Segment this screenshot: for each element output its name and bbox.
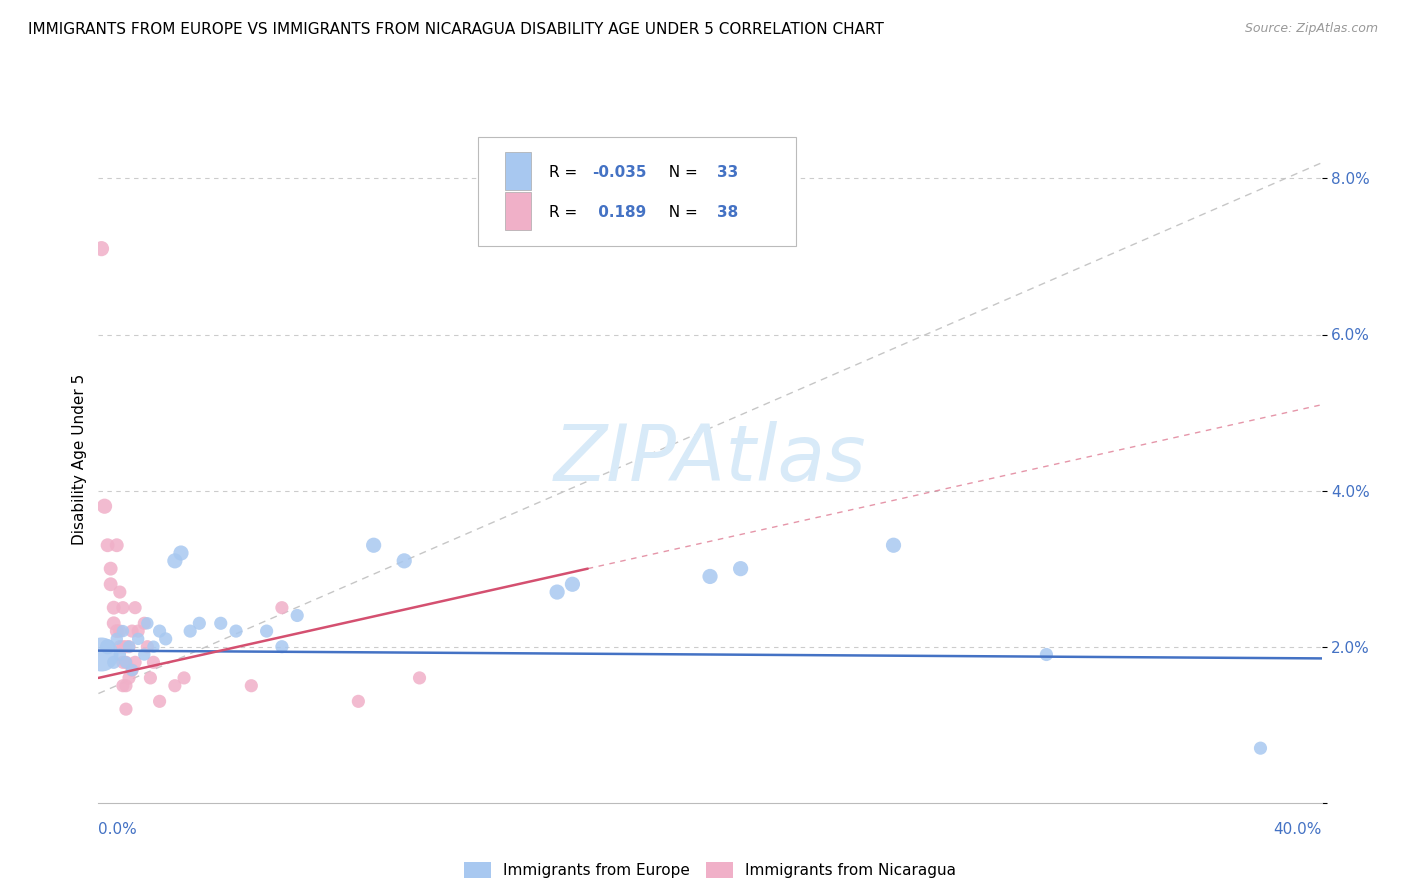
Point: [392, 554, 416, 568]
Point: [1035, 648, 1057, 662]
Point: [103, 600, 125, 615]
Point: [90, 242, 112, 256]
Point: [142, 640, 165, 654]
Point: [546, 585, 568, 599]
Point: [883, 538, 905, 552]
Point: [108, 624, 131, 639]
Text: R =: R =: [548, 166, 582, 180]
Point: [103, 655, 125, 669]
Text: 40.0%: 40.0%: [1274, 822, 1322, 837]
Point: [142, 655, 165, 669]
Point: [170, 546, 193, 560]
Text: IMMIGRANTS FROM EUROPE VS IMMIGRANTS FROM NICARAGUA DISABILITY AGE UNDER 5 CORRE: IMMIGRANTS FROM EUROPE VS IMMIGRANTS FRO…: [28, 22, 884, 37]
Text: ZIPAtlas: ZIPAtlas: [554, 421, 866, 498]
Point: [97, 640, 120, 654]
Point: [111, 679, 134, 693]
Point: [108, 648, 131, 662]
Point: [225, 624, 247, 639]
Point: [108, 585, 131, 599]
Point: [115, 679, 138, 693]
Point: [699, 569, 721, 583]
Bar: [505, 192, 531, 230]
Point: [90, 648, 112, 662]
Point: [105, 624, 128, 639]
Point: [173, 671, 195, 685]
FancyBboxPatch shape: [478, 136, 796, 246]
Point: [188, 616, 211, 631]
Point: [285, 608, 308, 623]
Point: [115, 655, 138, 669]
Point: [149, 624, 172, 639]
Point: [108, 640, 131, 654]
Point: [179, 624, 201, 639]
Text: Source: ZipAtlas.com: Source: ZipAtlas.com: [1244, 22, 1378, 36]
Point: [136, 616, 159, 631]
Point: [155, 632, 177, 646]
Point: [136, 640, 159, 654]
Point: [100, 562, 122, 576]
Point: [209, 616, 232, 631]
Point: [124, 655, 146, 669]
Point: [124, 600, 146, 615]
Point: [163, 554, 186, 568]
Point: [363, 538, 385, 552]
Point: [240, 679, 263, 693]
Text: 33: 33: [717, 166, 738, 180]
Point: [115, 702, 138, 716]
Text: R =: R =: [548, 204, 582, 219]
Point: [134, 616, 156, 631]
Point: [561, 577, 583, 591]
Point: [105, 632, 128, 646]
Legend: Immigrants from Europe, Immigrants from Nicaragua: Immigrants from Europe, Immigrants from …: [457, 856, 963, 885]
Point: [121, 663, 143, 677]
Y-axis label: Disability Age Under 5: Disability Age Under 5: [72, 374, 87, 545]
Point: [100, 577, 122, 591]
Point: [111, 640, 134, 654]
Bar: [505, 153, 531, 190]
Point: [127, 624, 149, 639]
Point: [103, 616, 125, 631]
Point: [93, 500, 115, 514]
Point: [730, 562, 752, 576]
Point: [118, 671, 141, 685]
Point: [270, 640, 292, 654]
Text: 0.189: 0.189: [592, 204, 645, 219]
Point: [111, 624, 134, 639]
Text: -0.035: -0.035: [592, 166, 647, 180]
Point: [1249, 741, 1271, 756]
Point: [270, 600, 292, 615]
Point: [118, 640, 141, 654]
Point: [408, 671, 430, 685]
Point: [347, 694, 370, 708]
Text: N =: N =: [658, 166, 702, 180]
Point: [149, 694, 172, 708]
Point: [127, 632, 149, 646]
Text: 0.0%: 0.0%: [98, 822, 138, 837]
Point: [111, 655, 134, 669]
Point: [121, 663, 143, 677]
Point: [121, 624, 143, 639]
Point: [134, 648, 156, 662]
Point: [115, 655, 138, 669]
Text: 38: 38: [717, 204, 738, 219]
Point: [105, 538, 128, 552]
Point: [97, 538, 120, 552]
Point: [111, 600, 134, 615]
Point: [139, 671, 162, 685]
Point: [163, 679, 186, 693]
Point: [115, 640, 138, 654]
Text: N =: N =: [658, 204, 702, 219]
Point: [256, 624, 278, 639]
Point: [118, 640, 141, 654]
